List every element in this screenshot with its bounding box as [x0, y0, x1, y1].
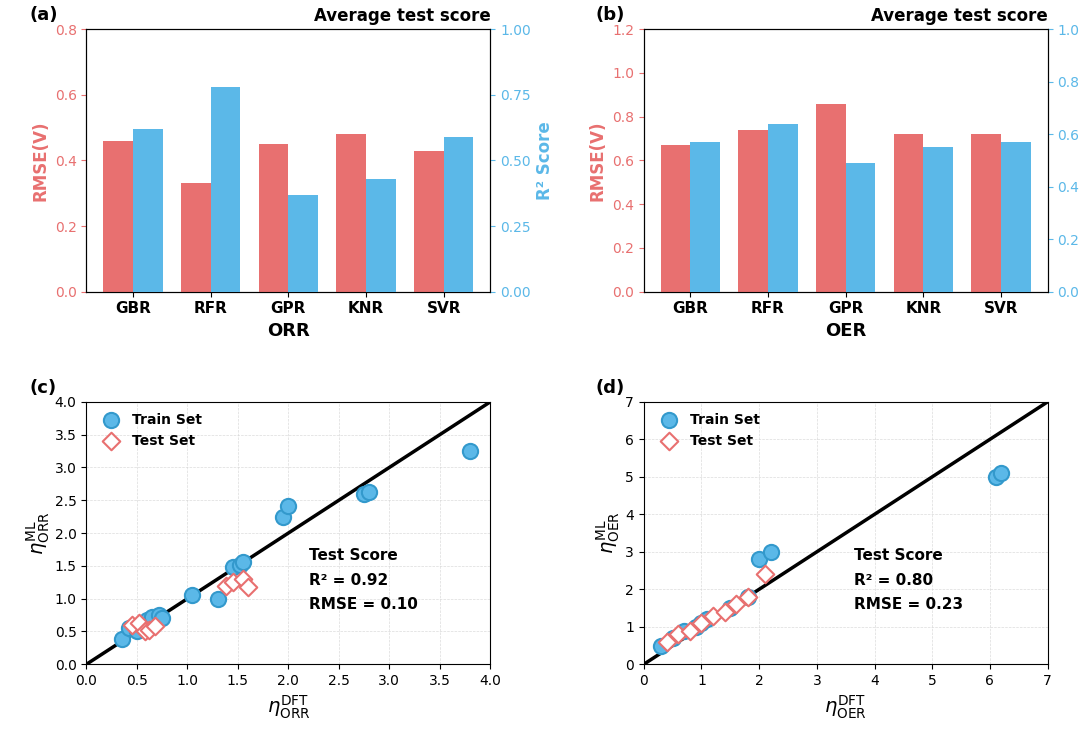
Y-axis label: $\eta_{\rm OER}^{\rm ML}$: $\eta_{\rm OER}^{\rm ML}$	[595, 512, 622, 555]
Train Set	[280, 500, 297, 512]
Train Set	[144, 611, 161, 623]
Text: Average test score: Average test score	[870, 7, 1048, 25]
Bar	[1001, 142, 1030, 292]
Test Set	[140, 624, 158, 636]
Bar	[923, 147, 953, 292]
Text: (a): (a)	[30, 6, 58, 24]
Text: (c): (c)	[30, 379, 57, 396]
Train Set	[231, 558, 248, 570]
Train Set	[687, 621, 704, 633]
Test Set	[756, 569, 773, 580]
Train Set	[987, 471, 1004, 483]
Test Set	[704, 610, 721, 621]
Train Set	[361, 487, 378, 499]
Bar	[444, 137, 473, 292]
Bar	[104, 141, 133, 292]
Bar	[846, 163, 875, 292]
Train Set	[739, 591, 756, 603]
Train Set	[675, 625, 692, 637]
Test Set	[136, 626, 153, 637]
Text: (d): (d)	[595, 379, 624, 396]
Text: Test Score
R² = 0.92
RMSE = 0.10: Test Score R² = 0.92 RMSE = 0.10	[309, 548, 417, 612]
Train Set	[699, 613, 716, 625]
Train Set	[150, 610, 167, 621]
Test Set	[147, 620, 164, 632]
Test Set	[728, 599, 745, 610]
Test Set	[692, 618, 710, 629]
Train Set	[133, 619, 150, 631]
Train Set	[652, 639, 670, 651]
X-axis label: $\eta_{\rm ORR}^{\rm DFT}$: $\eta_{\rm ORR}^{\rm DFT}$	[267, 694, 310, 721]
Test Set	[658, 636, 675, 648]
X-axis label: OER: OER	[825, 322, 866, 340]
Test Set	[234, 573, 252, 585]
Bar	[288, 194, 318, 292]
Train Set	[113, 634, 131, 645]
Train Set	[120, 623, 137, 634]
Test Set	[225, 577, 242, 588]
Train Set	[210, 593, 227, 604]
Bar	[661, 145, 690, 292]
Bar	[133, 129, 162, 292]
Train Set	[762, 546, 780, 558]
Bar	[972, 134, 1001, 292]
Bar	[894, 134, 923, 292]
Train Set	[153, 612, 171, 624]
Train Set	[692, 618, 710, 629]
X-axis label: $\eta_{\rm OER}^{\rm DFT}$: $\eta_{\rm OER}^{\rm DFT}$	[824, 694, 867, 721]
Train Set	[751, 553, 768, 565]
Bar	[768, 123, 797, 292]
Test Set	[739, 591, 756, 603]
Train Set	[129, 626, 146, 637]
Bar	[414, 150, 444, 292]
Bar	[259, 144, 288, 292]
Bar	[816, 104, 846, 292]
Train Set	[993, 467, 1010, 479]
Train Set	[664, 632, 681, 644]
Test Set	[131, 617, 148, 629]
Train Set	[721, 602, 739, 614]
Test Set	[123, 619, 140, 631]
Test Set	[681, 625, 699, 637]
Test Set	[240, 581, 257, 593]
Y-axis label: R² Score: R² Score	[537, 121, 554, 200]
Train Set	[184, 590, 201, 602]
Test Set	[217, 580, 234, 591]
Bar	[181, 183, 211, 292]
Legend: Train Set, Test Set: Train Set, Test Set	[650, 409, 764, 452]
Bar	[690, 142, 720, 292]
Train Set	[355, 488, 373, 499]
Train Set	[274, 511, 292, 523]
Text: Test Score
R² = 0.80
RMSE = 0.23: Test Score R² = 0.80 RMSE = 0.23	[854, 548, 963, 612]
Test Set	[716, 606, 733, 618]
Y-axis label: RMSE(V): RMSE(V)	[31, 120, 49, 201]
Test Set	[670, 629, 687, 640]
Train Set	[225, 561, 242, 573]
Bar	[211, 87, 240, 292]
Y-axis label: RMSE(V): RMSE(V)	[589, 120, 607, 201]
X-axis label: ORR: ORR	[267, 322, 310, 340]
Bar	[337, 134, 366, 292]
Bar	[366, 179, 395, 292]
Train Set	[234, 556, 252, 568]
Y-axis label: $\eta_{\rm ORR}^{\rm ML}$: $\eta_{\rm ORR}^{\rm ML}$	[25, 511, 52, 555]
Bar	[739, 130, 768, 292]
Text: (b): (b)	[595, 6, 624, 24]
Train Set	[138, 614, 156, 626]
Train Set	[461, 445, 478, 457]
Legend: Train Set, Test Set: Train Set, Test Set	[93, 409, 206, 452]
Text: Average test score: Average test score	[313, 7, 490, 25]
